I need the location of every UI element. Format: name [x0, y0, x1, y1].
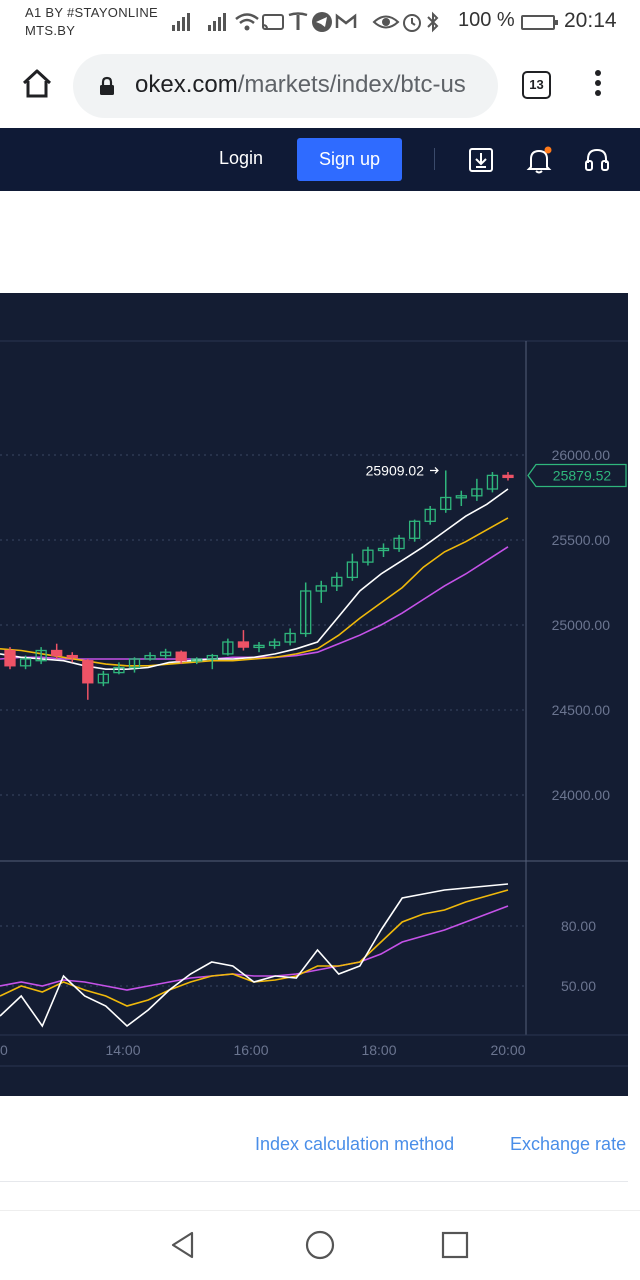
candle-body [268, 641, 281, 647]
indicator-tick-label: 50.00 [561, 978, 596, 994]
candle-body [19, 658, 32, 667]
candle-body [159, 651, 172, 657]
candle-body [455, 495, 467, 499]
price-tick-label: 24500.00 [552, 702, 611, 718]
candle-body [253, 644, 265, 649]
url-text[interactable]: okex.com/markets/index/btc-us [135, 71, 485, 99]
indicator-fast-line [0, 883, 509, 1028]
url-path: /markets/index/btc-us [237, 71, 466, 98]
back-icon[interactable] [168, 1229, 198, 1261]
high-price-marker: 25909.02 [366, 462, 425, 478]
price-tick-label: 24000.00 [552, 787, 611, 803]
candle-body [175, 651, 187, 662]
price-tick-label: 25000.00 [552, 617, 611, 633]
status-icons [170, 8, 442, 36]
gmail-icon [335, 13, 357, 28]
tesla-icon [288, 12, 308, 30]
candle-body [144, 654, 156, 660]
carrier-info: A1 BY #STAYONLINE MTS.BY [25, 4, 158, 40]
telegram-icon [312, 12, 332, 32]
carrier-line-2: MTS.BY [25, 23, 76, 38]
browser-toolbar: okex.com/markets/index/btc-us 13 [0, 44, 640, 128]
address-bar[interactable]: okex.com/markets/index/btc-us [73, 54, 498, 118]
chart-canvas[interactable]: 26000.00 25500.00 25000.00 24500.00 24000.00… [0, 293, 628, 1096]
indicator-tick-label: 80.00 [561, 918, 596, 934]
candle-body [82, 660, 94, 684]
time-tick-label: 20:00 [490, 1042, 525, 1058]
candle-body [66, 654, 78, 659]
candle-body [237, 641, 250, 648]
status-bar: A1 BY #STAYONLINE MTS.BY 100 % 20:14 [0, 0, 640, 44]
home-nav-icon[interactable] [304, 1229, 336, 1261]
ma-fast-line [0, 488, 509, 671]
candle-body [35, 649, 47, 662]
candle-body [440, 496, 452, 511]
exchange-rate-link[interactable]: Exchange rate [510, 1134, 627, 1154]
candle-body [486, 474, 499, 490]
price-chart[interactable]: 26000.00 25500.00 25000.00 24500.00 24000.00… [0, 293, 628, 1096]
candle-body [315, 585, 327, 592]
alarm-icon [403, 14, 421, 32]
candle-body [408, 520, 421, 539]
candle-body [97, 673, 110, 684]
candle-body [4, 649, 16, 667]
lock-icon [100, 76, 114, 95]
ma-slow-line [0, 546, 509, 660]
recent-apps-icon[interactable] [441, 1231, 469, 1259]
wifi-icon [235, 13, 259, 31]
candle-body [113, 666, 125, 674]
carrier-line-1: A1 BY #STAYONLINE [25, 5, 158, 20]
candle-body [51, 649, 63, 657]
candle-body [284, 632, 296, 643]
time-tick-label: 18:00 [361, 1042, 396, 1058]
candle-body [331, 576, 343, 587]
time-tick-label: 00 [0, 1042, 8, 1058]
section-divider [0, 1181, 628, 1182]
indicator-slow-line [0, 905, 509, 991]
signal-icon [172, 13, 190, 31]
home-icon[interactable] [20, 66, 54, 100]
header-divider [434, 148, 435, 170]
download-icon[interactable] [466, 145, 496, 175]
url-host: okex.com [135, 71, 238, 98]
signal-icon-2 [208, 13, 226, 31]
support-headset-icon[interactable] [582, 145, 612, 175]
cast-icon [262, 14, 284, 30]
candle-body [222, 641, 234, 655]
candle-body [206, 654, 218, 660]
login-link[interactable]: Login [219, 148, 264, 168]
candle-body [362, 549, 374, 563]
battery-icon [521, 15, 558, 30]
clock: 20:14 [564, 9, 617, 32]
candle-body [424, 508, 436, 522]
time-tick-label: 16:00 [233, 1042, 268, 1058]
notification-bell-icon[interactable] [524, 145, 554, 175]
candle-body [346, 561, 359, 579]
site-header: Login Sign up [0, 128, 640, 191]
candle-body [377, 547, 390, 552]
price-tick-label: 25500.00 [552, 532, 611, 548]
candle-body [128, 658, 141, 669]
links-row: Index calculation method Exchange rate [0, 1120, 640, 1170]
candle-body [471, 488, 483, 497]
high-marker-arrow [430, 467, 439, 474]
battery-percent: 100 % [458, 9, 515, 31]
eye-icon [372, 15, 400, 29]
candle-body [502, 474, 514, 479]
candle-body [393, 537, 405, 550]
last-price-label: 25879.52 [553, 467, 612, 483]
tab-switcher-button[interactable]: 13 [522, 71, 551, 99]
candle-body [300, 590, 312, 635]
index-calculation-link[interactable]: Index calculation method [255, 1134, 455, 1154]
candle-body [191, 658, 203, 662]
browser-menu-icon[interactable] [590, 70, 606, 100]
price-tick-label: 26000.00 [552, 447, 611, 463]
time-tick-label: 14:00 [105, 1042, 140, 1058]
last-price-tag [527, 463, 627, 488]
bluetooth-icon [427, 11, 439, 33]
signup-button[interactable]: Sign up [297, 138, 402, 181]
system-nav-bar [0, 1210, 640, 1280]
